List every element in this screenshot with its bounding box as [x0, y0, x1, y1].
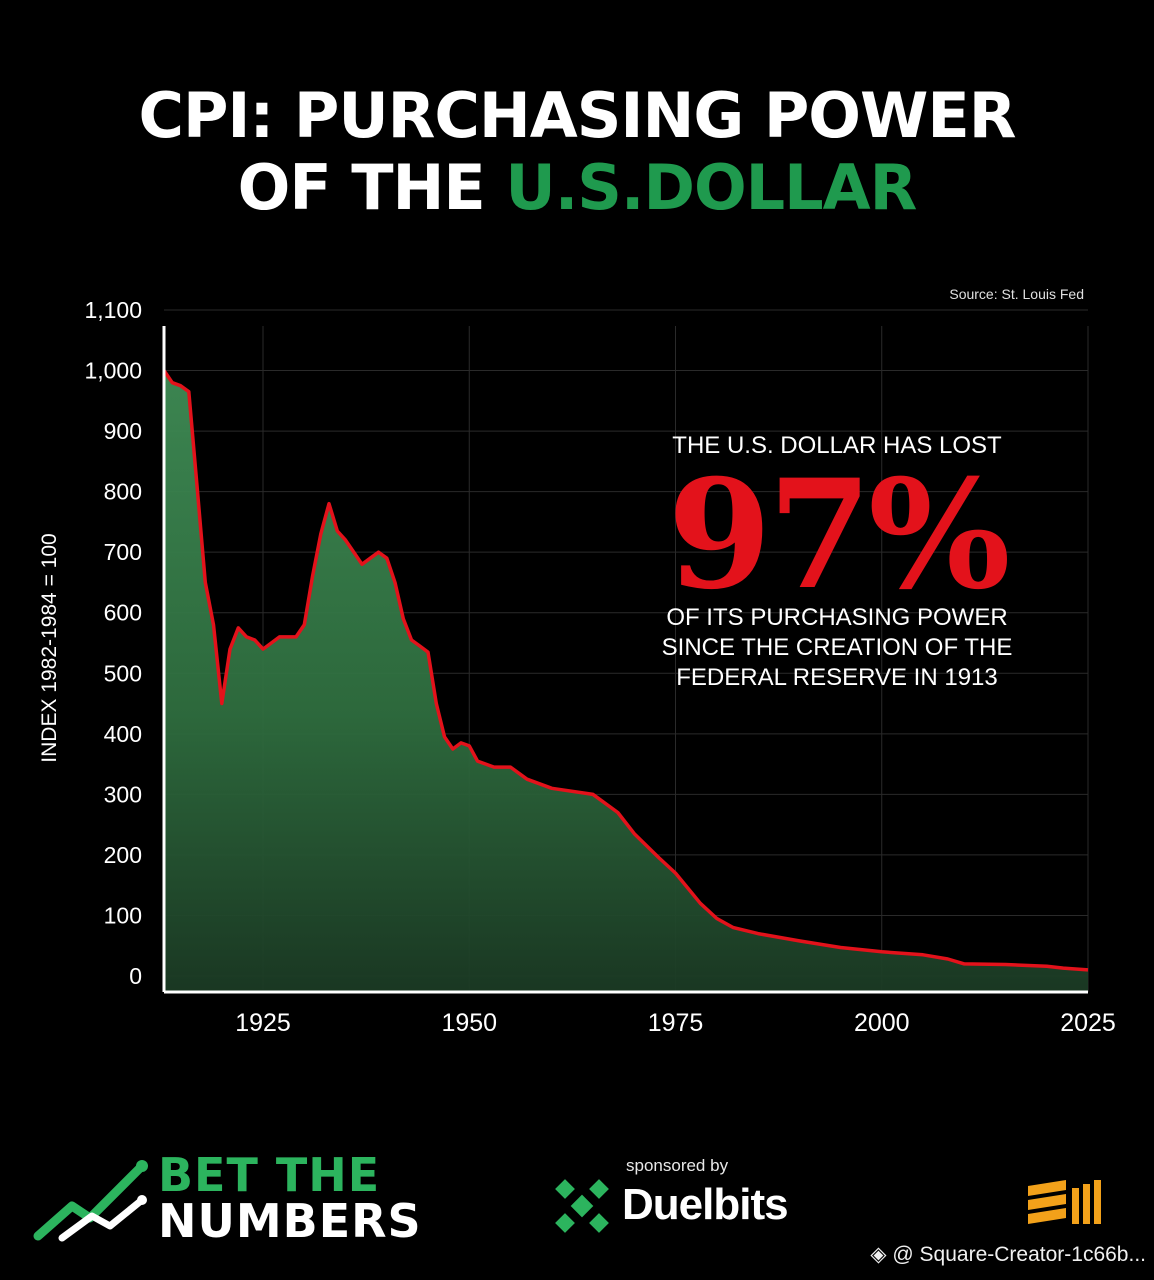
y-tick-label: 0 — [129, 963, 142, 989]
y-tick-label: 1,100 — [84, 297, 142, 323]
x-tick-label: 2000 — [854, 1009, 910, 1037]
brand-line-1: BET THE — [158, 1148, 381, 1202]
callout-line-2: SINCE THE CREATION OF THE — [661, 634, 1013, 661]
y-tick-label: 500 — [104, 660, 142, 686]
sponsor-name: Duelbits — [622, 1180, 789, 1229]
x-tick-label: 2025 — [1060, 1009, 1116, 1037]
y-tick-label: 300 — [104, 781, 142, 807]
brand-line-2: NUMBERS — [158, 1194, 422, 1248]
callout-line-1: OF ITS PURCHASING POWER — [666, 604, 1008, 631]
y-tick-label: 600 — [104, 600, 142, 626]
chart-axes — [162, 326, 1088, 994]
y-tick-label: 400 — [104, 721, 142, 747]
y-tick-label: 700 — [104, 539, 142, 565]
purchasing-power-area — [164, 370, 1088, 992]
y-tick-label: 900 — [104, 418, 142, 444]
x-tick-label: 1950 — [441, 1009, 497, 1037]
chart-title: CPI: PURCHASING POWER OF THE U.S.DOLLAR — [0, 80, 1154, 224]
y-tick-labels: 0 100 200 300 400 500 600 700 800 900 1,000 1,100 — [84, 297, 142, 989]
x-tick-labels: 1925 1950 1975 2000 2025 — [235, 1009, 1116, 1037]
source-note: Source: St. Louis Fed — [949, 286, 1084, 302]
y-tick-label: 800 — [104, 479, 142, 505]
y-tick-label: 1,000 — [84, 358, 142, 384]
sponsor-label: sponsored by — [626, 1156, 729, 1175]
title-green-part: U.S.DOLLAR — [505, 151, 917, 224]
callout-line-3: FEDERAL RESERVE IN 1913 — [676, 664, 998, 691]
chart-title-line2: OF THE U.S.DOLLAR — [0, 152, 1154, 224]
callout-percentage: 97% — [667, 447, 1010, 623]
purchasing-power-line — [162, 369, 1089, 972]
creator-watermark: ◈ @ Square-Creator-1c66b... — [870, 1243, 1146, 1266]
duelbits-logo-icon — [555, 1179, 609, 1233]
callout-heading: THE U.S. DOLLAR HAS LOST — [672, 432, 1002, 459]
x-tick-label: 1975 — [648, 1009, 704, 1037]
title-white-part: OF THE — [237, 151, 506, 224]
callout-description: OF ITS PURCHASING POWER SINCE THE CREATI… — [600, 603, 1074, 693]
cpi-chart: 0 100 200 300 400 500 600 700 800 900 1,000 1,100 1… — [38, 297, 1116, 1037]
x-tick-label: 1925 — [235, 1009, 291, 1037]
y-tick-label: 100 — [104, 902, 142, 928]
bet-the-numbers-logo-icon — [33, 1160, 148, 1242]
corner-logo-icon — [1028, 1180, 1101, 1224]
y-tick-label: 200 — [104, 842, 142, 868]
brand-wordmark: BET THE NUMBERS — [158, 1152, 422, 1244]
chart-title-line1: CPI: PURCHASING POWER — [138, 79, 1016, 152]
y-axis-label: INDEX 1982-1984 = 100 — [38, 533, 61, 762]
